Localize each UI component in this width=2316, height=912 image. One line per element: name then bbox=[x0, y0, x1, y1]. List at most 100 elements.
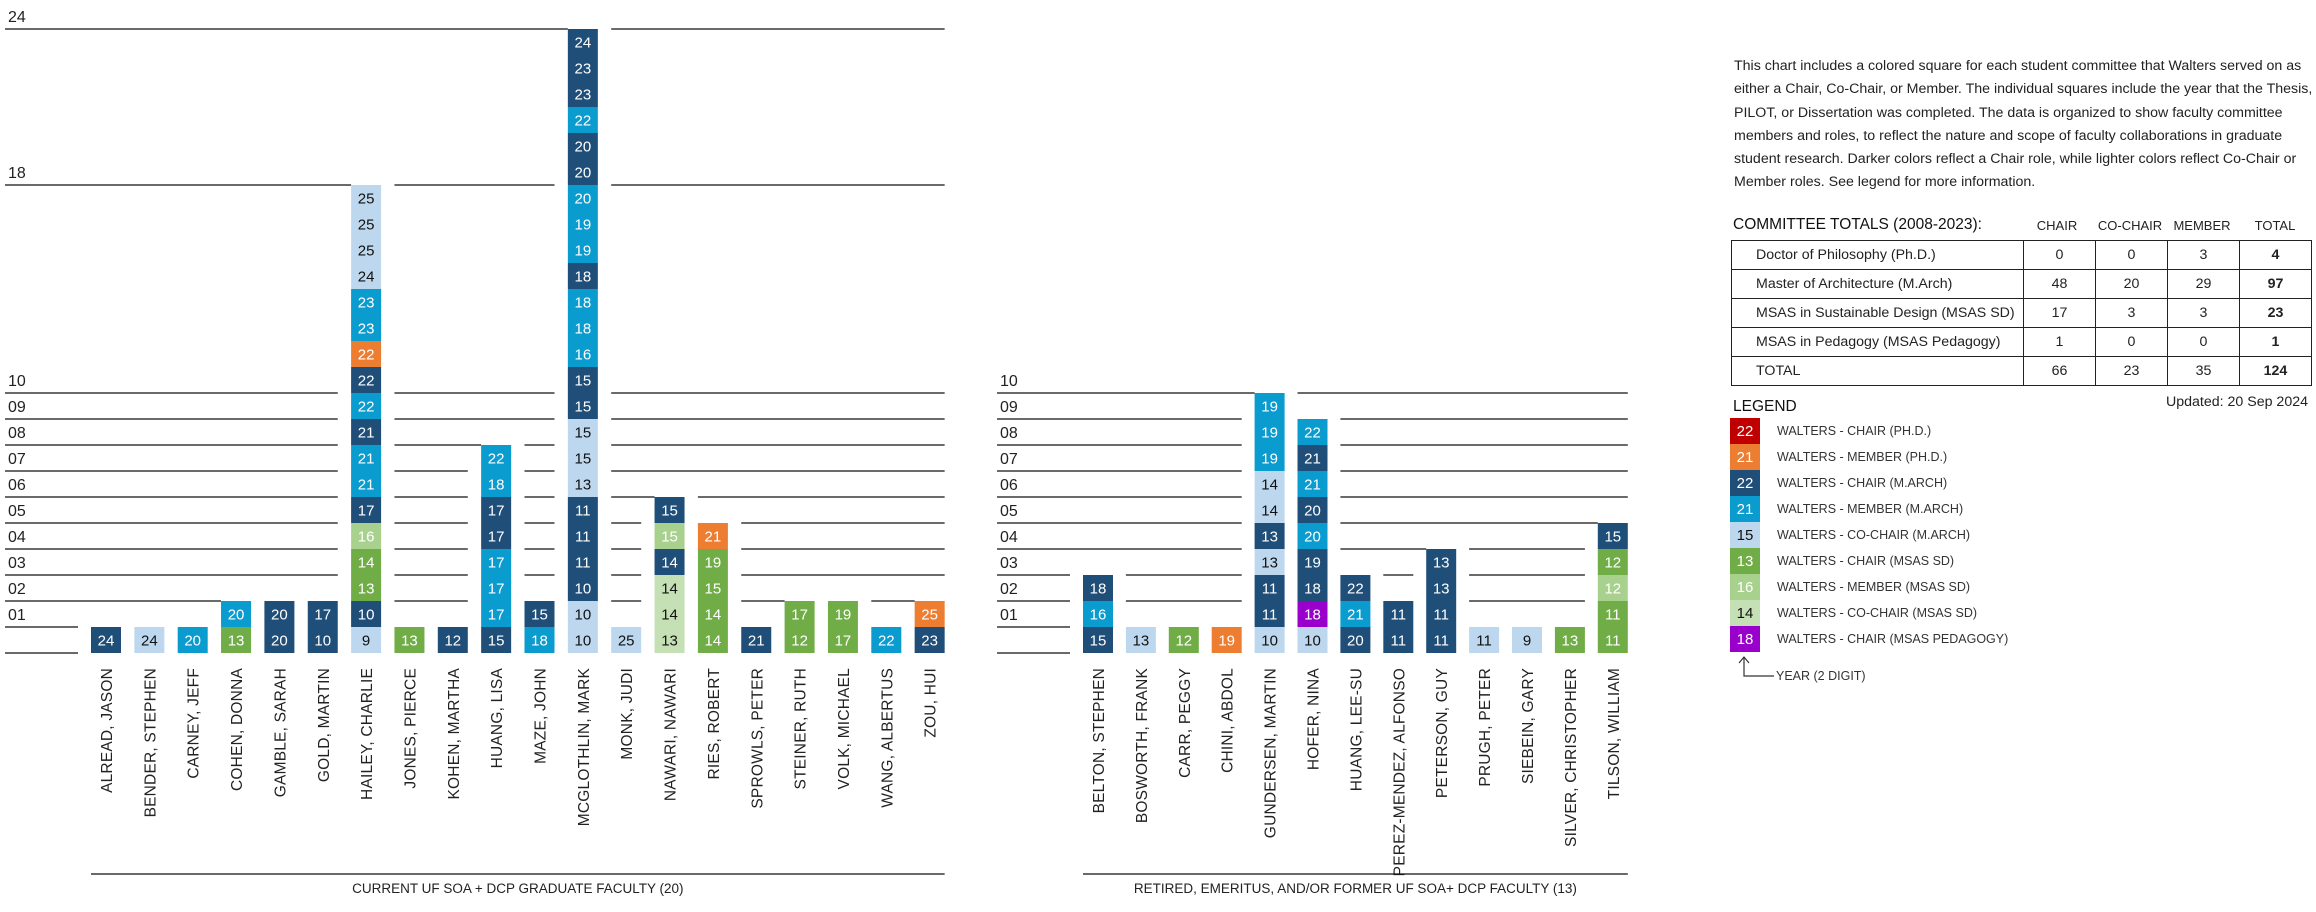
y-tick-label: 18 bbox=[8, 165, 26, 182]
committee-year-label: 25 bbox=[618, 633, 635, 650]
committee-square bbox=[1254, 471, 1285, 497]
committee-square bbox=[697, 549, 728, 575]
legend-label: WALTERS - CO-CHAIR (M.ARCH) bbox=[1777, 528, 1971, 542]
faculty-name-label: ALREAD, JASON bbox=[99, 668, 116, 793]
committee-square bbox=[221, 601, 252, 627]
committee-square bbox=[221, 627, 252, 653]
member-count: 0 bbox=[2167, 327, 2240, 357]
committee-square bbox=[1426, 549, 1457, 575]
committee-square bbox=[567, 29, 598, 55]
committee-square bbox=[1254, 419, 1285, 445]
committee-year-label: 10 bbox=[1304, 633, 1321, 650]
committee-year-label: 20 bbox=[1347, 633, 1364, 650]
committee-year-label: 16 bbox=[575, 347, 592, 364]
faculty-name-label: SIEBEIN, GARY bbox=[1520, 668, 1537, 784]
committee-year-label: 14 bbox=[705, 633, 722, 650]
committee-year-label: 19 bbox=[1304, 555, 1321, 572]
committee-square bbox=[827, 601, 858, 627]
y-tick-label: 04 bbox=[1000, 529, 1018, 546]
cochair-count: 23 bbox=[2095, 356, 2168, 386]
committee-year-label: 19 bbox=[1218, 633, 1235, 650]
committee-square bbox=[351, 601, 382, 627]
committee-year-label: 22 bbox=[358, 399, 375, 416]
committee-year-label: 17 bbox=[488, 555, 505, 572]
committee-square bbox=[697, 523, 728, 549]
committee-square bbox=[567, 601, 598, 627]
y-tick-label: 01 bbox=[8, 607, 26, 624]
committee-square bbox=[307, 601, 338, 627]
legend-swatch: 22 bbox=[1730, 418, 1760, 444]
committee-year-label: 10 bbox=[575, 607, 592, 624]
faculty-name-label: TILSON, WILLIAM bbox=[1606, 668, 1623, 799]
committee-year-label: 20 bbox=[575, 191, 592, 208]
committee-year-label: 22 bbox=[575, 113, 592, 130]
committee-square bbox=[741, 627, 772, 653]
committee-year-label: 21 bbox=[1347, 607, 1364, 624]
committee-year-label: 13 bbox=[1433, 581, 1450, 598]
faculty-name-label: VOLK, MICHAEL bbox=[836, 668, 853, 790]
committee-year-label: 18 bbox=[575, 321, 592, 338]
committee-square bbox=[1254, 601, 1285, 627]
committee-square bbox=[351, 367, 382, 393]
committee-square bbox=[1340, 601, 1371, 627]
committee-square bbox=[351, 497, 382, 523]
committee-year-label: 12 bbox=[1175, 633, 1192, 650]
year-note-label: YEAR (2 DIGIT) bbox=[1776, 669, 1866, 683]
committee-year-label: 10 bbox=[358, 607, 375, 624]
committee-year-label: 11 bbox=[575, 555, 591, 572]
faculty-name-label: KOHEN, MARTHA bbox=[446, 668, 463, 800]
totals-row-phd: Doctor of Philosophy (Ph.D.) 0 0 3 4 bbox=[1731, 240, 2312, 270]
legend-label: WALTERS - CHAIR (MSAS SD) bbox=[1777, 554, 1955, 568]
committee-square bbox=[654, 523, 685, 549]
committee-year-label: 10 bbox=[575, 633, 592, 650]
committee-year-label: 15 bbox=[575, 373, 592, 390]
legend-label: WALTERS - MEMBER (MSAS SD) bbox=[1777, 580, 1971, 594]
committee-square bbox=[567, 393, 598, 419]
legend-swatch: 21 bbox=[1730, 496, 1760, 522]
chart-description: This chart includes a colored square for… bbox=[1734, 58, 2313, 191]
committee-year-label: 22 bbox=[878, 633, 895, 650]
totals-row-total: TOTAL 66 23 35 124 bbox=[1731, 356, 2312, 386]
committee-square bbox=[351, 575, 382, 601]
y-tick-label: 02 bbox=[8, 581, 26, 598]
committee-square bbox=[1297, 627, 1328, 653]
committee-square bbox=[1297, 601, 1328, 627]
committee-year-label: 19 bbox=[1261, 399, 1278, 416]
committee-year-label: 18 bbox=[575, 269, 592, 286]
legend-title: LEGEND bbox=[1733, 398, 1797, 415]
committee-square bbox=[567, 419, 598, 445]
committee-year-label: 17 bbox=[488, 503, 505, 520]
committee-square bbox=[351, 341, 382, 367]
legend: 22 WALTERS - CHAIR (PH.D.) 21 WALTERS - MEM… bbox=[1730, 418, 2008, 652]
legend-label: WALTERS - CO-CHAIR (MSAS SD) bbox=[1777, 606, 1978, 620]
committee-year-label: 13 bbox=[401, 633, 418, 650]
committee-year-label: 14 bbox=[1261, 477, 1278, 494]
committee-square bbox=[567, 549, 598, 575]
committee-square bbox=[914, 627, 945, 653]
cochair-count: 20 bbox=[2095, 269, 2168, 299]
committee-square bbox=[697, 575, 728, 601]
cochair-count: 3 bbox=[2095, 298, 2168, 328]
committee-year-label: 20 bbox=[575, 139, 592, 156]
committee-year-label: 20 bbox=[575, 165, 592, 182]
committee-year-label: 15 bbox=[1604, 529, 1621, 546]
committee-square bbox=[1597, 601, 1628, 627]
committee-square bbox=[567, 289, 598, 315]
committee-square bbox=[91, 627, 121, 653]
committee-totals-title: COMMITTEE TOTALS (2008-2023): bbox=[1733, 216, 1982, 233]
committee-square bbox=[567, 523, 598, 549]
committee-square bbox=[567, 107, 598, 133]
corner-arrow-icon bbox=[1738, 656, 1774, 677]
committee-square bbox=[1083, 601, 1113, 627]
faculty-name-label: CARNEY, JEFF bbox=[186, 668, 203, 779]
committee-square bbox=[307, 627, 338, 653]
committee-year-label: 21 bbox=[1304, 477, 1321, 494]
committee-year-label: 17 bbox=[314, 607, 331, 624]
committee-year-label: 13 bbox=[1433, 555, 1450, 572]
committee-year-label: 20 bbox=[1304, 529, 1321, 546]
committee-year-label: 18 bbox=[1304, 607, 1321, 624]
faculty-name-label: BENDER, STEPHEN bbox=[142, 668, 159, 817]
committee-year-label: 17 bbox=[488, 529, 505, 546]
committee-year-label: 24 bbox=[141, 633, 158, 650]
faculty-name-label: COHEN, DONNA bbox=[229, 668, 246, 791]
